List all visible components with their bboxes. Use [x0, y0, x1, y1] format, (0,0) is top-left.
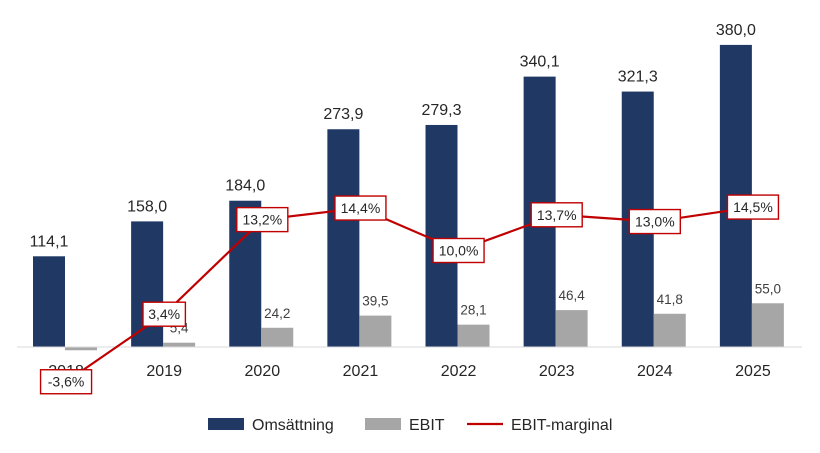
ebit-marginal-label-2018: -3,6% [48, 374, 85, 390]
ebit-label-2023: 46,4 [558, 288, 585, 303]
ebit-bar-2019 [163, 342, 196, 347]
omsattning-label-2024: 321,3 [618, 69, 658, 86]
ebit-label-2025: 55,0 [755, 281, 781, 296]
x-tick-2021: 2021 [343, 363, 379, 380]
omsattning-label-2018: 114,1 [30, 233, 69, 250]
ebit-marginal-label-2019: 3,4% [148, 306, 180, 322]
omsattning-label-2020: 184,0 [225, 178, 265, 195]
ebit-bar-2023 [555, 310, 588, 347]
legend: Omsättning EBIT EBIT-marginal [208, 417, 612, 434]
ebit-marginal-label-box-2019 [142, 301, 187, 327]
legend-swatch-ebit [365, 418, 401, 430]
ebit-marginal-label-2022: 10,0% [439, 243, 479, 259]
x-axis-tick-labels: 20182019202020212022202320242025 [48, 363, 771, 380]
ebit-bar-2020 [261, 327, 294, 347]
ebit-marginal-label-box-2021 [334, 195, 387, 221]
ebit-marginal-label-box-2025 [726, 194, 780, 220]
ebit-marginal-label-box-2023 [530, 202, 583, 228]
ebit-label-2024: 41,8 [657, 292, 683, 307]
ebit-label-2020: 24,2 [264, 306, 290, 321]
omsattning-bars [33, 44, 752, 348]
ebit-bar-2025 [751, 303, 784, 347]
x-tick-2022: 2022 [441, 363, 477, 380]
ebit-bar-2021 [359, 315, 392, 347]
ebit-marginal-line-series: -3,6% 3,4% 13,2% 14,4% 10,0% 13,7% 13,0% 14,5% [39, 194, 780, 395]
omsattning-label-2021: 273,9 [323, 106, 363, 123]
omsattning-label-2025: 380,0 [716, 22, 756, 39]
ebit-marginal-label-box-2022 [432, 237, 485, 264]
legend-swatch-omsättning [208, 418, 244, 430]
omsattning-bar-2019 [131, 221, 164, 347]
x-tick-2019: 2019 [146, 363, 182, 380]
ebit-marginal-label-box-2024 [628, 208, 682, 235]
legend-label-ebit: EBIT [409, 417, 445, 434]
ebit-marginal-label-2024: 13,0% [635, 214, 675, 230]
x-tick-2023: 2023 [539, 363, 575, 380]
x-tick-2025: 2025 [735, 363, 771, 380]
omsattning-label-2023: 340,1 [520, 54, 560, 71]
omsattning-bar-2022 [425, 124, 458, 347]
omsattning-label-2022: 279,3 [421, 102, 461, 119]
ebit-label-2021: 39,5 [362, 294, 388, 309]
omsattning-label-2019: 158,0 [127, 198, 167, 215]
ebit-marginal-label-2021: 14,4% [341, 200, 381, 216]
ebit-label-2022: 28,1 [460, 303, 486, 318]
legend-label-ebit-marginal: EBIT-marginal [511, 417, 612, 434]
data-labels: 114,1158,05,4184,024,2273,939,5279,328,1… [30, 22, 781, 336]
legend-label-omsättning: Omsättning [252, 417, 334, 434]
ebit-bars [65, 303, 784, 351]
ebit-marginal-label-box-2018 [39, 369, 93, 395]
omsattning-bar-2018 [33, 256, 65, 347]
ebit-bar-2018 [65, 347, 97, 351]
ebit-marginal-label-2025: 14,5% [733, 199, 773, 215]
x-tick-2024: 2024 [637, 363, 673, 380]
ebit-marginal-label-2023: 13,7% [537, 207, 577, 223]
omsattning-bar-2021 [327, 129, 360, 347]
ebit-bar-2022 [457, 324, 490, 347]
ebit-bar-2024 [653, 313, 686, 347]
ebit-marginal-label-2020: 13,2% [242, 212, 282, 228]
ebit-marginal-label-box-2020 [236, 206, 289, 233]
x-tick-2020: 2020 [245, 363, 281, 380]
